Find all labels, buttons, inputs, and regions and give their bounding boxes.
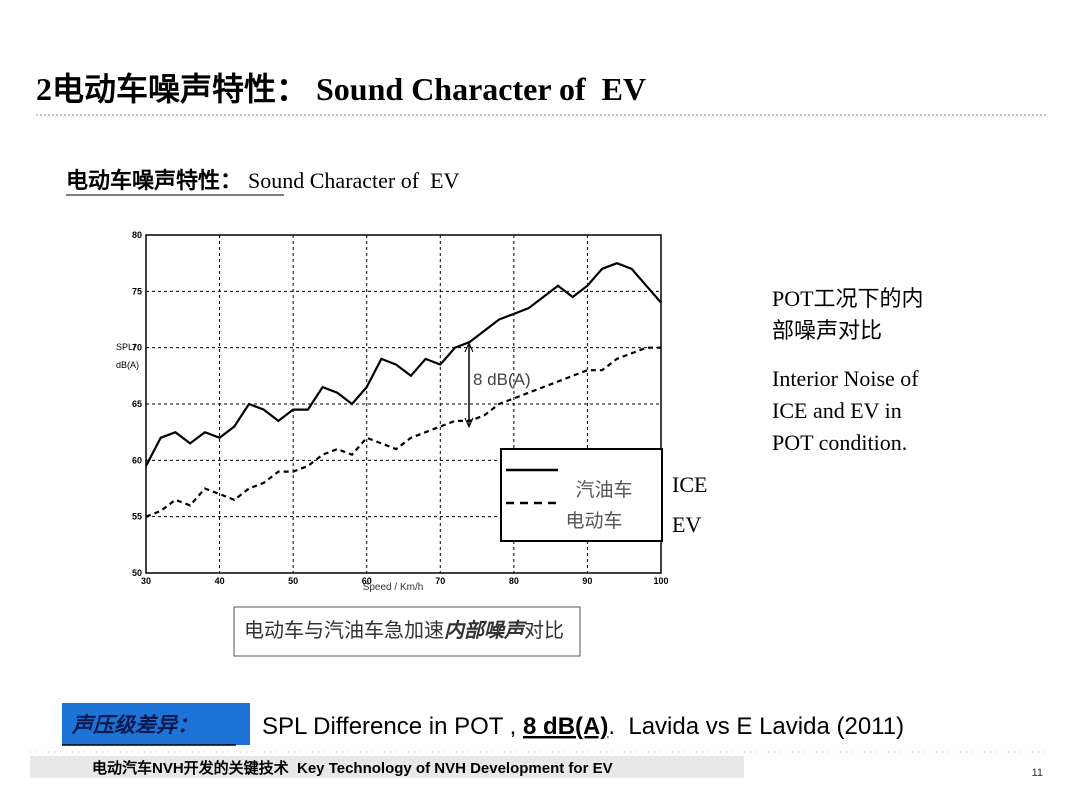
annotation-arrowhead <box>464 417 474 429</box>
x-tick-label: 50 <box>288 576 298 586</box>
y-tick-label: 65 <box>132 399 142 409</box>
x-tick-label: 80 <box>509 576 519 586</box>
slide-title: 2电动车噪声特性： Sound Character of EV <box>36 71 646 107</box>
caption-part: 对比 <box>524 619 564 642</box>
x-tick-label: 100 <box>653 576 668 586</box>
side-label: EV <box>672 512 701 537</box>
x-axis-label: Speed / Km/h <box>363 582 424 593</box>
y-axis-label: SPL/ <box>116 342 136 352</box>
caption-part: 电动车与汽油车急加速 <box>244 619 444 642</box>
note-line: 部噪声对比 <box>772 318 882 343</box>
note-line: ICE and EV in <box>772 398 902 423</box>
y-tick-label: 75 <box>132 286 142 296</box>
data-line <box>145 346 661 518</box>
legend-label: 汽油车 <box>575 479 632 501</box>
legend-label: 电动车 <box>565 510 622 532</box>
y-tick-label: 80 <box>132 230 142 240</box>
note-line: POT condition. <box>772 430 907 455</box>
note-line: Interior Noise of <box>772 366 919 391</box>
caption-box <box>233 606 581 657</box>
annotation-arrowhead <box>464 341 474 353</box>
caption-part: 内部噪声 <box>444 619 527 642</box>
caption: 电动车与汽油车急加速内部噪声对比 <box>244 619 564 642</box>
summary: SPL Difference in POT , 8 dB(A). Lavida … <box>262 713 904 740</box>
x-tick-label: 60 <box>362 576 372 586</box>
y-tick-label: 70 <box>132 343 142 353</box>
subtitle: 电动车噪声特性： Sound Character of EV <box>66 168 460 193</box>
x-tick-label: 90 <box>582 576 592 586</box>
summary-label-box <box>62 703 250 745</box>
legend-box <box>500 448 663 542</box>
note-line: POT工况下的内 <box>772 286 924 311</box>
annotation: 8 dB(A) <box>473 370 531 389</box>
x-tick-label: 40 <box>215 576 225 586</box>
subtitle-cn: 电动车噪声特性： <box>66 168 242 193</box>
data-line <box>145 262 662 467</box>
y-tick-label: 55 <box>132 512 142 522</box>
footer: 电动汽车NVH开发的关键技术 Key Technology of NVH Dev… <box>92 759 613 777</box>
summary-label: 声压级差异： <box>71 713 198 737</box>
x-tick-label: 70 <box>435 576 445 586</box>
subtitle-en: Sound Character of EV <box>248 168 459 193</box>
side-label: ICE <box>672 472 707 497</box>
summary-part: SPL Difference in POT , <box>262 713 523 740</box>
y-axis-label: dB(A) <box>116 360 139 370</box>
x-tick-label: 30 <box>141 576 151 586</box>
footer-bar <box>30 756 744 778</box>
summary-part: 8 dB(A) <box>523 713 608 740</box>
y-tick-label: 50 <box>132 568 142 578</box>
page-number: 11 <box>1032 767 1043 779</box>
y-tick-label: 60 <box>132 455 142 465</box>
summary-part: . Lavida vs E Lavida (2011) <box>608 713 904 740</box>
